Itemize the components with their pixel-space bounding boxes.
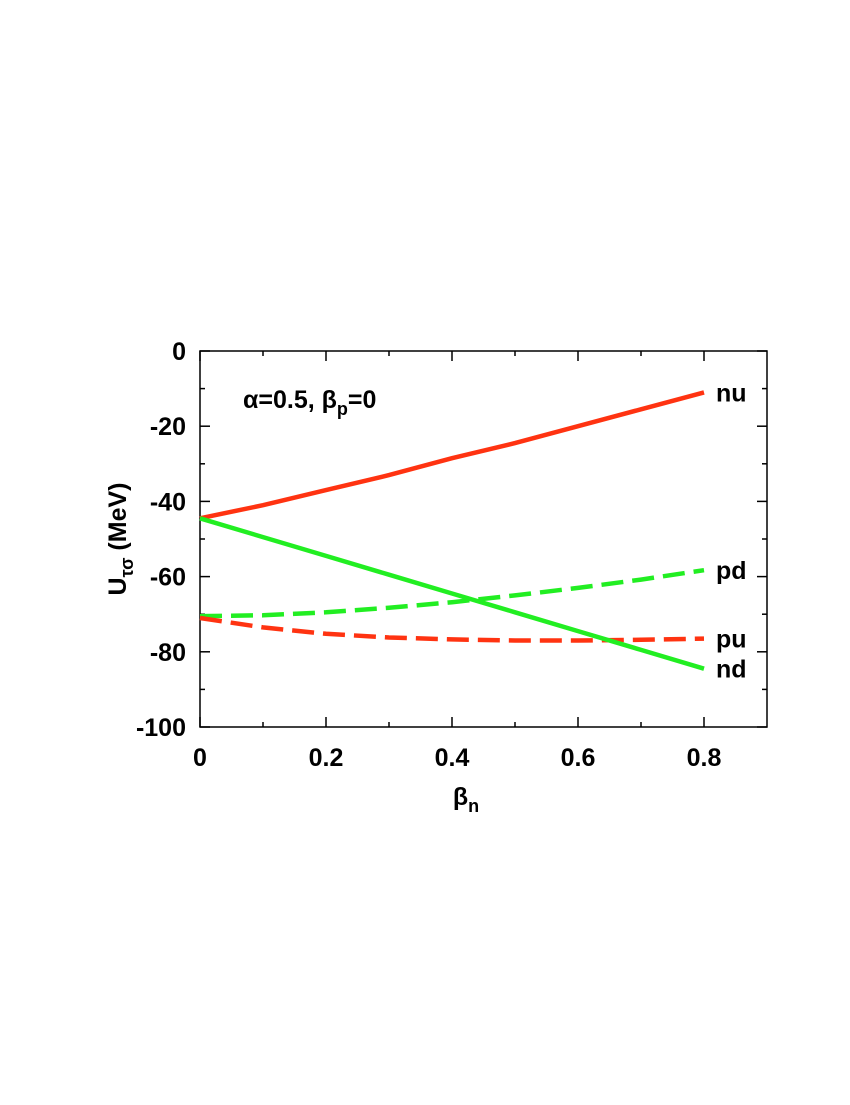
y-label-text: (MeV) <box>104 483 132 558</box>
y-axis-label: Uτσ (MeV) <box>104 483 137 596</box>
annotation-text: α=0.5, β <box>243 386 337 414</box>
y-tick-label: 0 <box>172 338 186 366</box>
x-tick-label: 0.4 <box>435 744 470 772</box>
series-label: pd <box>716 557 747 585</box>
x-axis-label: βn <box>453 783 479 816</box>
annotation-sub: p <box>337 399 348 419</box>
x-tick-label: 0.6 <box>561 744 596 772</box>
annotation-text: =0 <box>348 386 377 414</box>
series-label: nd <box>716 656 747 684</box>
x-tick-label: 0 <box>193 744 207 772</box>
y-label-text: U <box>104 577 132 595</box>
series-line <box>199 390 705 521</box>
y-tick-label: -20 <box>150 413 186 441</box>
annotation: α=0.5, βp=0 <box>243 386 376 419</box>
series-line <box>199 615 705 643</box>
y-tick-label: -60 <box>150 564 186 592</box>
x-tick-label: 0.2 <box>309 744 344 772</box>
x-label-text: β <box>453 783 468 811</box>
series-label: nu <box>716 379 747 407</box>
x-tick-label: 0.8 <box>687 744 722 772</box>
series-label: pu <box>716 626 747 654</box>
y-tick-label: -80 <box>150 639 186 667</box>
y-tick-label: -100 <box>136 714 186 742</box>
y-label-sub: τσ <box>117 558 137 578</box>
y-tick-label: -40 <box>150 488 186 516</box>
series-line <box>199 516 705 671</box>
series-line <box>199 567 705 619</box>
x-label-sub: n <box>468 796 479 816</box>
